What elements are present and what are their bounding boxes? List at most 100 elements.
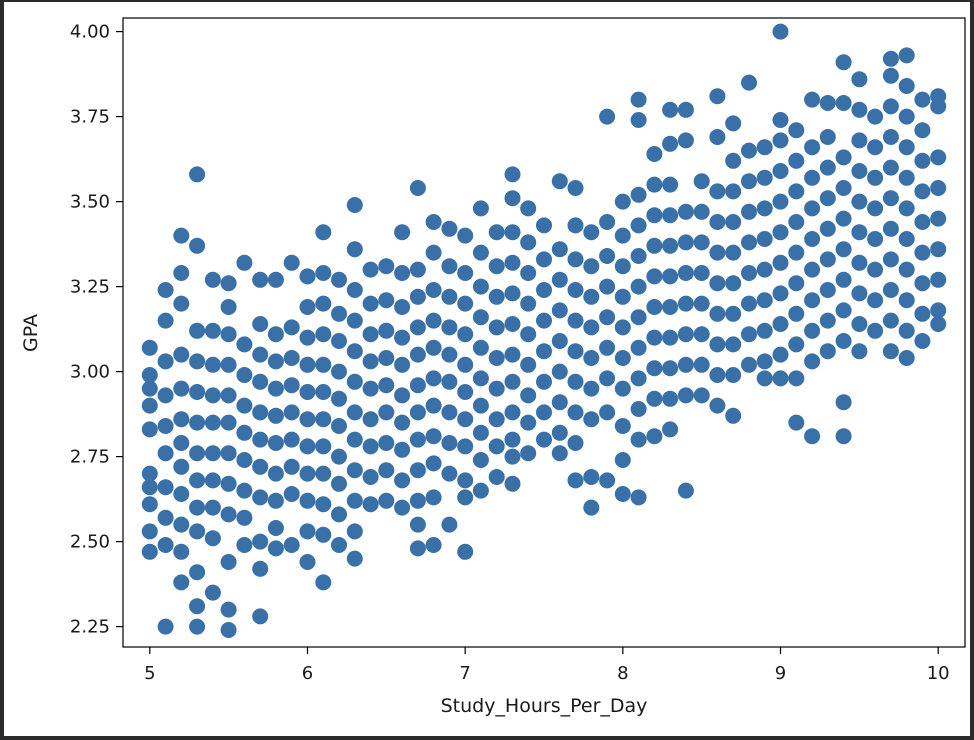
data-point — [646, 329, 663, 346]
data-point — [267, 380, 284, 397]
data-point — [693, 326, 710, 343]
data-point — [488, 288, 505, 305]
data-point — [204, 499, 221, 516]
data-point — [409, 540, 426, 557]
data-point — [614, 227, 631, 244]
data-point — [409, 462, 426, 479]
data-point — [725, 336, 742, 353]
x-tick-label: 9 — [775, 663, 786, 684]
data-point — [567, 180, 584, 196]
data-point — [662, 360, 679, 377]
x-tick-label: 8 — [617, 663, 628, 684]
data-point — [331, 448, 347, 465]
data-point — [567, 312, 584, 329]
data-point — [173, 516, 190, 533]
data-point — [283, 254, 300, 271]
y-tick-label: 3.50 — [70, 192, 110, 213]
data-point — [331, 305, 347, 322]
data-point — [567, 217, 584, 234]
data-point — [835, 95, 852, 111]
data-point — [315, 384, 332, 400]
data-point — [220, 506, 237, 523]
data-point — [173, 411, 190, 428]
data-point — [472, 452, 489, 468]
data-point — [315, 326, 332, 343]
data-point — [693, 295, 710, 312]
data-point — [346, 312, 363, 329]
data-point — [504, 166, 521, 183]
data-point — [472, 482, 489, 499]
data-point — [851, 101, 868, 118]
data-point — [788, 414, 805, 431]
data-point — [709, 336, 726, 353]
data-point — [788, 275, 805, 292]
data-point — [662, 101, 679, 118]
data-point — [173, 380, 190, 397]
data-point — [898, 139, 915, 156]
data-point — [331, 271, 347, 288]
data-point — [725, 275, 742, 292]
data-point — [267, 407, 284, 424]
data-point — [662, 207, 679, 224]
data-point — [299, 356, 316, 373]
data-point — [157, 445, 174, 462]
data-point — [441, 373, 458, 390]
data-point — [220, 554, 237, 570]
data-point — [725, 407, 742, 424]
data-point — [772, 132, 789, 149]
data-point — [614, 452, 631, 468]
data-point — [677, 356, 694, 373]
data-point — [583, 224, 600, 241]
data-point — [741, 74, 757, 91]
data-point — [457, 295, 474, 312]
data-point — [804, 139, 821, 156]
data-point — [630, 248, 647, 264]
data-point — [394, 499, 411, 516]
data-point — [630, 489, 647, 506]
data-point — [709, 88, 726, 105]
data-point — [252, 316, 269, 332]
data-point — [441, 404, 458, 421]
data-point — [882, 282, 899, 298]
data-point — [788, 305, 805, 322]
data-point — [472, 309, 489, 326]
data-point — [756, 353, 773, 370]
data-point — [804, 200, 821, 217]
data-point — [804, 428, 821, 445]
data-point — [709, 129, 726, 145]
data-point — [882, 129, 899, 145]
data-point — [819, 190, 836, 207]
data-point — [756, 261, 773, 278]
data-point — [189, 445, 206, 462]
data-point — [189, 353, 206, 370]
data-point — [394, 387, 411, 404]
data-point — [835, 210, 852, 227]
data-point — [236, 424, 253, 441]
data-point — [614, 486, 631, 502]
data-point — [346, 523, 363, 540]
data-point — [930, 271, 947, 288]
data-point — [788, 122, 805, 139]
y-tick-label: 2.25 — [70, 617, 110, 638]
data-point — [425, 489, 442, 506]
data-point — [930, 210, 947, 227]
data-point — [599, 309, 616, 326]
data-point — [141, 421, 158, 438]
data-point — [441, 288, 458, 305]
data-point — [567, 404, 584, 421]
data-point — [204, 271, 221, 288]
data-point — [346, 492, 363, 509]
data-point — [299, 411, 316, 428]
y-tick-label: 3.00 — [70, 362, 110, 383]
data-point — [236, 254, 253, 271]
data-point — [157, 312, 174, 329]
data-point — [504, 316, 521, 332]
data-point — [599, 472, 616, 489]
data-point — [914, 183, 931, 200]
data-point — [819, 220, 836, 237]
data-point — [378, 258, 395, 275]
data-point — [157, 282, 174, 298]
data-point — [236, 367, 253, 383]
data-point — [583, 380, 600, 397]
data-point — [630, 278, 647, 295]
